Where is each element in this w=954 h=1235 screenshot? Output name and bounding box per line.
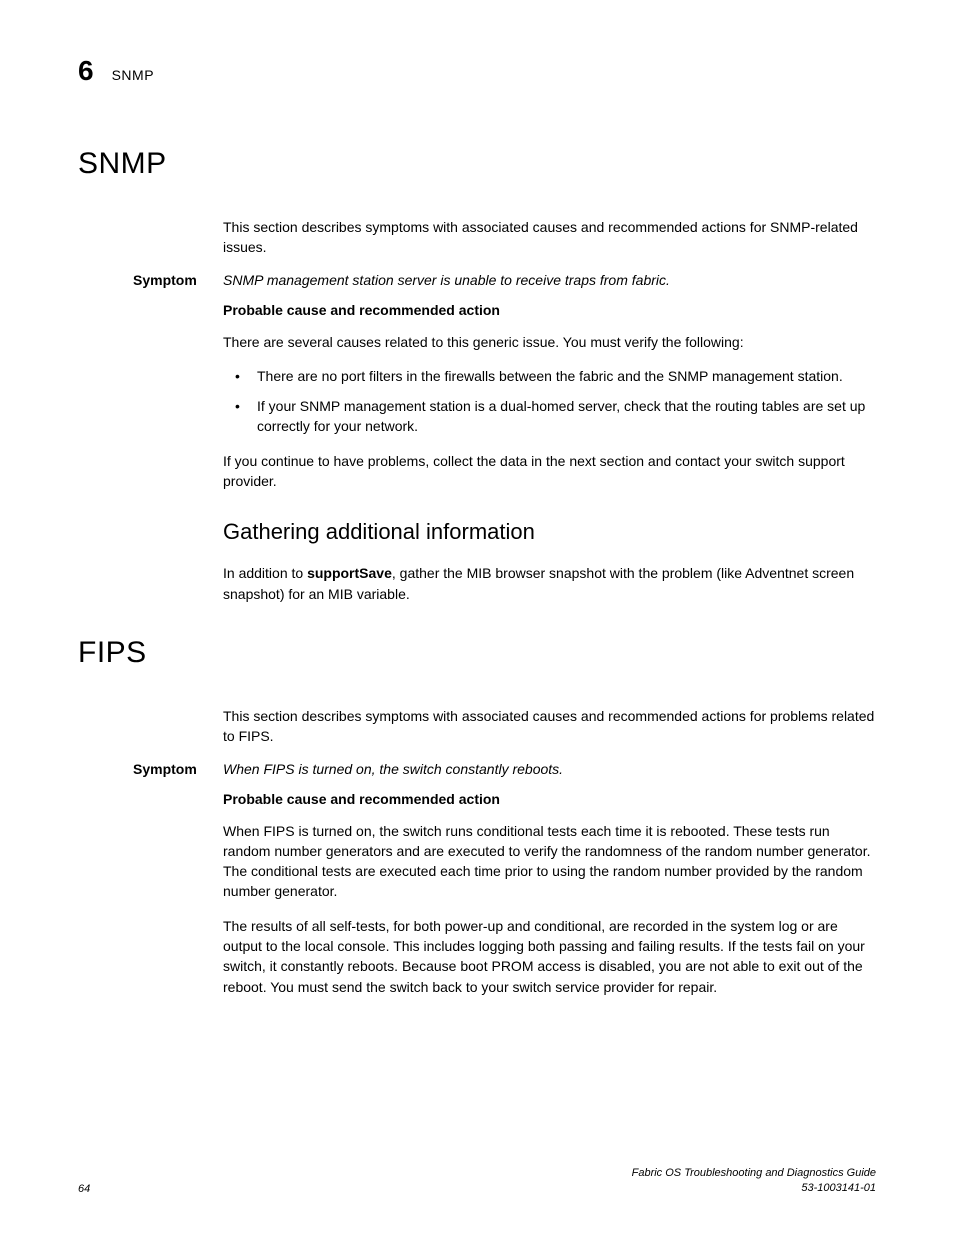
symptom-label: Symptom <box>78 761 223 777</box>
chapter-number: 6 <box>78 55 94 87</box>
footer-right: Fabric OS Troubleshooting and Diagnostic… <box>632 1166 876 1195</box>
fips-symptom-row: Symptom When FIPS is turned on, the swit… <box>78 761 876 777</box>
fips-body: This section describes symptoms with ass… <box>223 706 876 747</box>
fips-symptom-text: When FIPS is turned on, the switch const… <box>223 761 876 777</box>
snmp-followup: If you continue to have problems, collec… <box>223 451 876 492</box>
fips-probable-block: Probable cause and recommended action Wh… <box>223 791 876 997</box>
snmp-symptom-row: Symptom SNMP management station server i… <box>78 272 876 288</box>
page-number: 64 <box>78 1183 90 1195</box>
list-item: If your SNMP management station is a dua… <box>245 396 876 437</box>
section-title-snmp: SNMP <box>78 147 876 181</box>
snmp-intro: This section describes symptoms with ass… <box>223 217 876 258</box>
probable-heading: Probable cause and recommended action <box>223 302 876 318</box>
doc-title: Fabric OS Troubleshooting and Diagnostic… <box>632 1166 876 1180</box>
snmp-bullet-list: There are no port filters in the firewal… <box>223 366 876 437</box>
subsection-title-gathering: Gathering additional information <box>223 519 876 545</box>
text-prefix: In addition to <box>223 565 307 581</box>
chapter-label: SNMP <box>112 67 154 83</box>
snmp-probable-block: Probable cause and recommended action Th… <box>223 302 876 604</box>
fips-intro: This section describes symptoms with ass… <box>223 706 876 747</box>
symptom-label: Symptom <box>78 272 223 288</box>
snmp-probable-intro: There are several causes related to this… <box>223 332 876 352</box>
fips-para2: The results of all self-tests, for both … <box>223 916 876 997</box>
doc-number: 53-1003141-01 <box>632 1181 876 1195</box>
probable-heading: Probable cause and recommended action <box>223 791 876 807</box>
page-header: 6 SNMP <box>78 55 876 87</box>
fips-para1: When FIPS is turned on, the switch runs … <box>223 821 876 902</box>
snmp-subsection-text: In addition to supportSave, gather the M… <box>223 563 876 604</box>
snmp-symptom-text: SNMP management station server is unable… <box>223 272 876 288</box>
section-title-fips: FIPS <box>78 636 876 670</box>
list-item: There are no port filters in the firewal… <box>245 366 876 386</box>
page-footer: 64 Fabric OS Troubleshooting and Diagnos… <box>78 1166 876 1195</box>
snmp-body: This section describes symptoms with ass… <box>223 217 876 258</box>
supportsave-bold: supportSave <box>307 565 392 581</box>
document-page: 6 SNMP SNMP This section describes sympt… <box>0 0 954 1235</box>
